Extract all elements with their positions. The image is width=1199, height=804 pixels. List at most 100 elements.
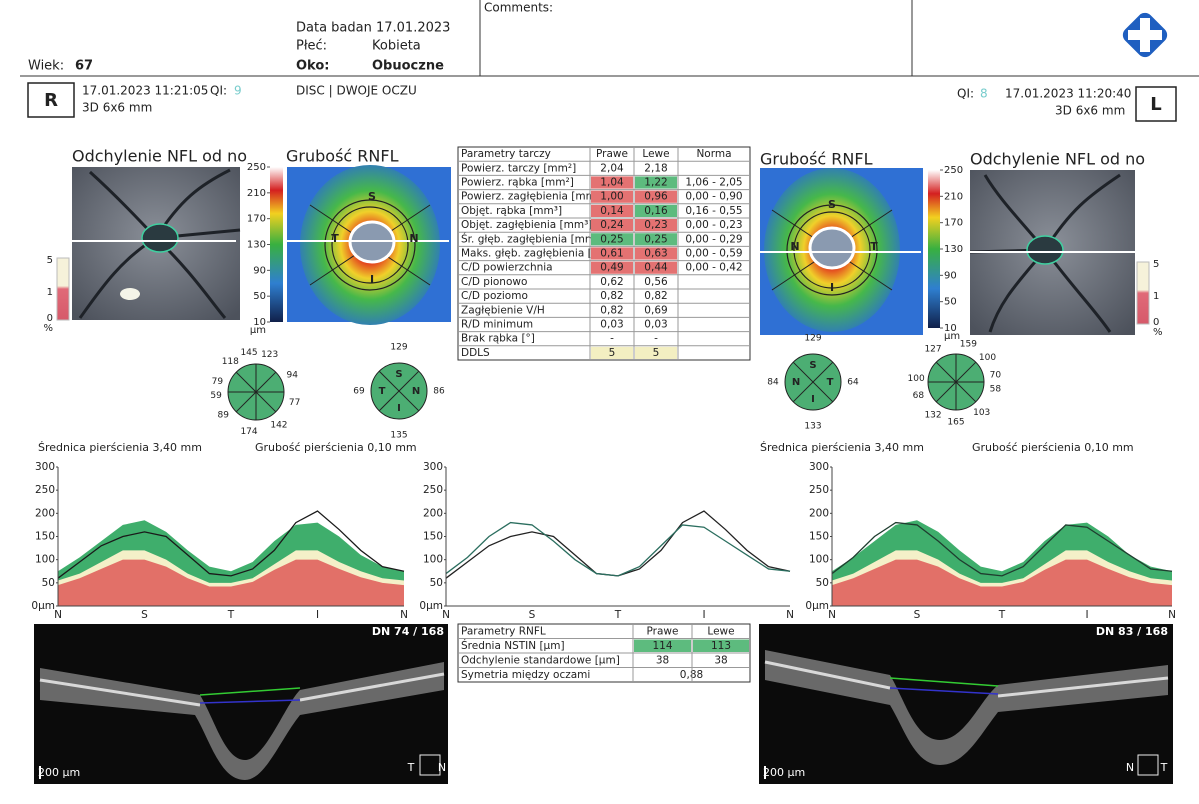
y-tick-label: 50: [430, 577, 443, 589]
table-cell: 0,25: [600, 233, 623, 245]
x-tick-label: N: [1168, 609, 1176, 621]
table-cell: 0,49: [600, 262, 623, 274]
quadrant-label: I: [811, 394, 815, 405]
scale-tick-label: 10: [944, 323, 957, 334]
y-tick-label: 250: [423, 484, 443, 496]
y-tick-label: 150: [423, 531, 443, 543]
label: R: [44, 90, 58, 111]
sector-line: [378, 370, 420, 412]
profile-line: [831, 521, 1173, 577]
scale-tick-label: 210: [247, 188, 266, 199]
quadrant-label: T: [379, 386, 386, 397]
bscan-label: DN 74 / 168: [372, 625, 444, 638]
map-label: I: [830, 281, 834, 294]
x-tick-label: T: [998, 609, 1006, 621]
table-label: DDLS: [461, 347, 490, 359]
table-cell: 0,24: [600, 219, 624, 231]
cell-flag: [635, 176, 677, 189]
quadrant-value: 129: [804, 334, 821, 344]
clock-value: 68: [913, 391, 925, 401]
label: Odchylenie NFL od no: [72, 147, 247, 166]
clock-value: 79: [212, 377, 224, 387]
scale-tick-label: 130: [944, 244, 963, 255]
x-tick-label: N: [786, 609, 794, 621]
label: QI:: [957, 87, 974, 101]
cell-flag: [635, 261, 677, 274]
clock-value: 174: [240, 427, 257, 437]
clock-value: 89: [218, 410, 230, 420]
table-frame: [457, 146, 751, 361]
table-cell: 1,06 - 2,05: [685, 177, 742, 189]
bscan-label: DN 83 / 168: [1096, 625, 1168, 638]
scale-unit: %: [1153, 327, 1163, 338]
table-cell: 0,16: [644, 205, 668, 217]
cell-flag: [591, 190, 633, 203]
table-label: R/D minimum: [461, 319, 533, 331]
y-tick-label: 200: [35, 507, 55, 519]
scale-tick-label: 0: [1153, 317, 1159, 328]
clock-value: 127: [924, 345, 941, 355]
clock-value: 77: [289, 398, 300, 408]
table-label: Śr. głęb. zagłębienia [mm: [461, 232, 595, 245]
table-cell: 113: [711, 640, 731, 652]
sector-line: [792, 361, 834, 403]
scale-tick-label: 50: [944, 297, 957, 308]
scale-tick-label: 250: [944, 165, 963, 176]
deviation-bar: [1136, 261, 1150, 325]
table-cell: 0,25: [644, 233, 667, 245]
cell-flag: [635, 190, 677, 203]
scale-tick-label: 250: [247, 162, 266, 173]
quadrant-label: N: [412, 386, 420, 397]
eye-badge: [27, 82, 75, 118]
table-cell: 0,14: [600, 205, 624, 217]
direction: N: [438, 761, 446, 774]
sector-line: [235, 391, 257, 413]
y-tick-label: 0µm: [31, 600, 55, 612]
table-cell: 0,00 - 0,59: [685, 248, 742, 260]
table-cell: 0,82: [600, 290, 623, 302]
scale-tick-label: 210: [944, 191, 963, 202]
profile-line: [445, 521, 791, 577]
y-tick-label: 50: [42, 577, 55, 589]
thickness-map: [760, 168, 923, 335]
quadrant-value: 86: [433, 387, 445, 397]
logo: [1122, 12, 1168, 58]
y-tick-label: 300: [809, 461, 829, 473]
label: Comments:: [484, 1, 553, 15]
y-tick-label: 150: [809, 531, 829, 543]
scale-tick-label: 50: [253, 291, 266, 302]
clock-value: 59: [210, 391, 222, 401]
table-cell: 0,00 - 0,42: [685, 262, 742, 274]
annotation: Grubość pierścienia 0,10 mm: [972, 441, 1134, 454]
label: 67: [75, 59, 93, 74]
profile-line: [445, 510, 791, 579]
deviation-map: [969, 170, 1135, 335]
y-tick-label: 0µm: [419, 600, 443, 612]
bscan: [759, 624, 1173, 784]
cell-flag: [635, 204, 677, 217]
direction: T: [407, 761, 415, 774]
y-tick-label: 250: [809, 484, 829, 496]
table-cell: 5: [609, 347, 616, 359]
x-tick-label: I: [1085, 609, 1088, 621]
label: L: [1150, 94, 1161, 115]
sector-line: [955, 381, 977, 403]
bscan: [34, 624, 448, 784]
cell-flag: [591, 176, 633, 189]
cell-flag: [635, 233, 677, 246]
table-header: Prawe: [596, 148, 628, 160]
table-header: Prawe: [647, 625, 679, 637]
quadrant-label: I: [397, 403, 401, 414]
x-tick-label: N: [54, 609, 62, 621]
table-cell: 0,00 - 0,23: [685, 219, 742, 231]
table-cell: 0,00 - 0,90: [685, 191, 742, 203]
label: Obuoczne: [372, 59, 444, 74]
map-label: N: [790, 240, 799, 253]
annotation: Średnica pierścienia 3,40 mm: [38, 441, 202, 454]
map-label: S: [828, 198, 836, 211]
y-tick-label: 150: [35, 531, 55, 543]
clock-value: 165: [947, 418, 964, 428]
table-cell: 0,03: [644, 319, 667, 331]
quadrant-value: 84: [767, 378, 779, 388]
table-cell: 1,04: [600, 177, 624, 189]
